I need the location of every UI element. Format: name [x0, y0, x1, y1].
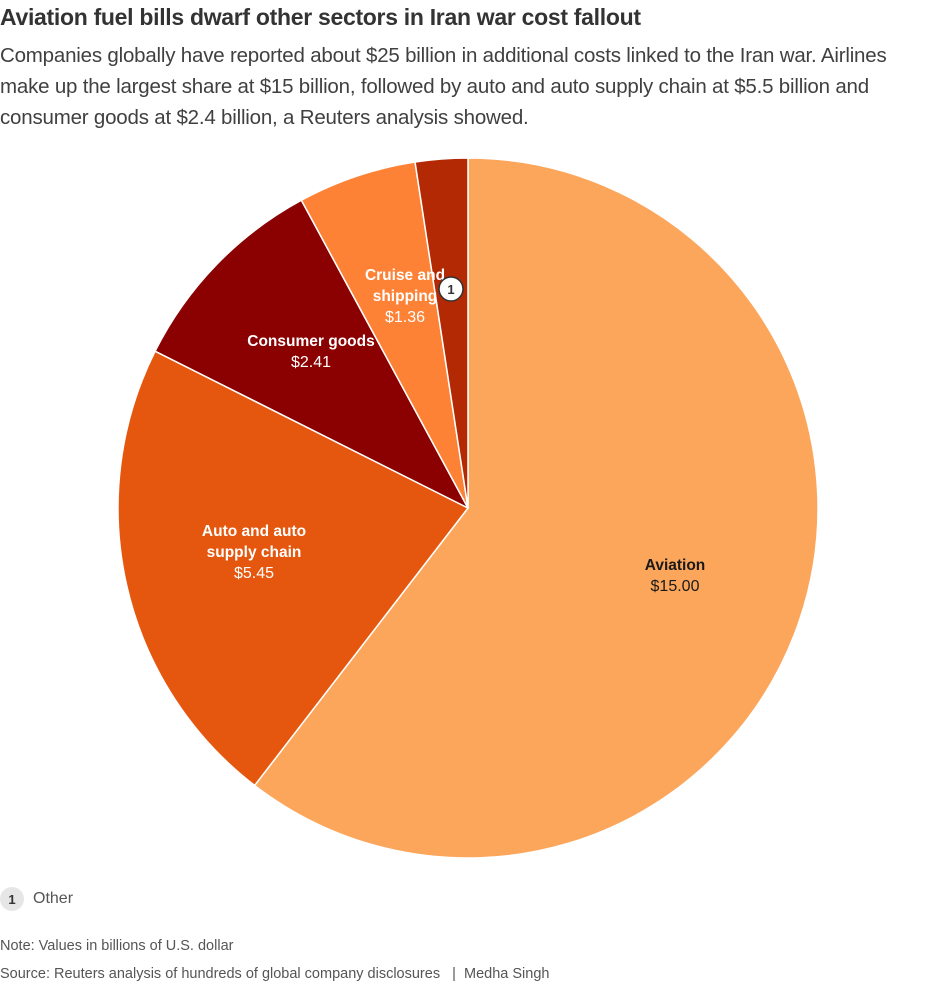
chart-subtitle: Companies globally have reported about $…	[0, 44, 887, 129]
pie-slice-aviation	[253, 157, 819, 859]
slice-value-consumer-goods: $2.41	[291, 354, 331, 371]
legend-badge-icon: 1	[0, 887, 24, 911]
pie-chart: Aviation $15.00 Auto and auto supply chain $…	[0, 140, 936, 880]
source-line: Source: Reuters analysis of hundreds of …	[0, 966, 549, 982]
slice-label-auto-and-auto-supply-chain: Auto and auto supply chain	[202, 523, 306, 561]
chart-title: Aviation fuel bills dwarf other sectors …	[0, 4, 641, 30]
slice-value-aviation: $15.00	[651, 578, 700, 595]
footnote: Note: Values in billions of U.S. dollar	[0, 938, 234, 954]
pie-slice-consumer-goods	[154, 199, 469, 509]
legend-label: Other	[33, 890, 74, 907]
slice-value-cruise-and-shipping: $1.36	[385, 309, 425, 326]
slice-label-aviation: Aviation	[645, 557, 706, 574]
slice-value-auto-and-auto-supply-chain: $5.45	[234, 565, 274, 582]
slice-label-cruise-and-shipping: Cruise and shipping	[365, 267, 445, 305]
slice-badge-icon: 1	[438, 276, 464, 302]
source-text: Source: Reuters analysis of hundreds of …	[0, 966, 441, 982]
source-separator: |	[444, 966, 460, 982]
pie-labels: Aviation $15.00 Auto and auto supply chain $…	[202, 267, 705, 595]
slice-badge-label: 1	[447, 282, 454, 297]
pie-chart-svg: Aviation $15.00 Auto and auto supply chain $…	[117, 157, 819, 859]
slice-label-consumer-goods: Consumer goods	[247, 333, 374, 350]
pie-slice-other	[414, 157, 469, 509]
byline: Medha Singh	[464, 966, 550, 982]
pie-slices	[117, 157, 819, 859]
legend: 1 Other	[0, 886, 73, 912]
pie-slice-auto-and-auto-supply-chain	[117, 350, 469, 787]
